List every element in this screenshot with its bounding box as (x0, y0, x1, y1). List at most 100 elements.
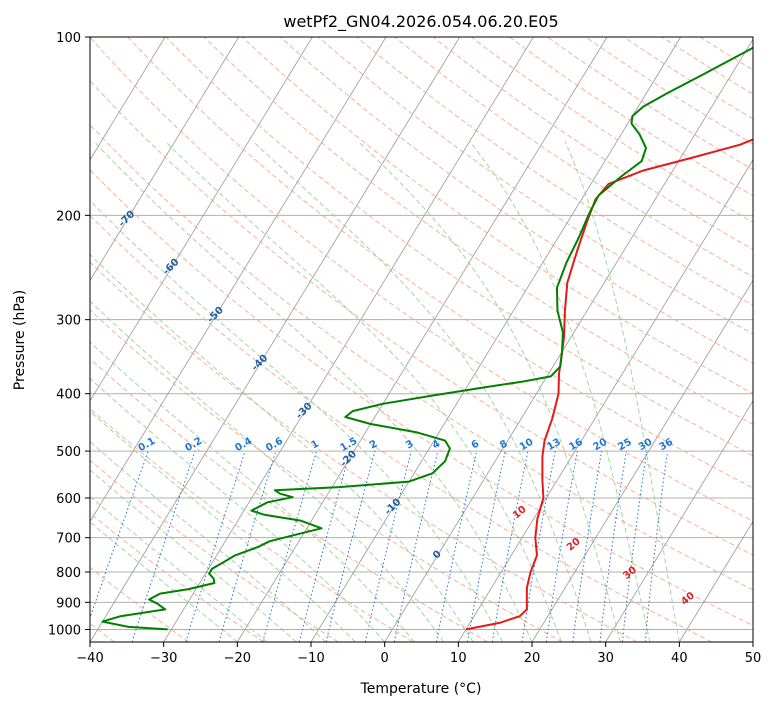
mixing-ratio-line (185, 450, 246, 642)
mixing-ratio-line (218, 450, 277, 642)
mixing-ratio-line (393, 450, 439, 642)
mixing-ratio-line (364, 450, 412, 642)
mixing-ratio-label: 3 (404, 438, 416, 451)
dry-adiabat-line (394, 37, 753, 278)
x-tick-label: −40 (76, 651, 103, 666)
isotherm-label: -90 (28, 113, 49, 134)
adiabat-label: 10 (511, 504, 529, 521)
isotherm-line (90, 37, 240, 282)
mixing-ratio-line (131, 450, 196, 642)
isotherm-label: -30 (294, 401, 315, 422)
x-tick-label: −30 (150, 651, 177, 666)
dry-adiabat-line (90, 459, 339, 642)
y-axis-title: Pressure (hPa) (12, 290, 28, 390)
isotherm-line (605, 400, 753, 642)
mixing-ratio-label: 4 (431, 438, 443, 451)
y-tick-label: 800 (56, 566, 81, 581)
isotherm-line (90, 37, 387, 523)
moist-adiabat-line (90, 377, 386, 642)
moist-adiabat-line (90, 253, 474, 642)
moist-adiabat-line (90, 300, 444, 642)
isotherm-label: -60 (161, 257, 182, 278)
moist-adiabat-line (90, 199, 503, 642)
moist-adiabat-line (564, 141, 680, 642)
y-tick-label: 300 (56, 314, 81, 329)
dry-adiabat-line (623, 37, 753, 120)
dry-adiabat-line (470, 37, 753, 223)
moist-adiabat-line (357, 140, 621, 642)
y-axis-ticks: 100 200 300 400 500 600 700 800 900 1000 (48, 31, 90, 638)
dry-adiabat-line (280, 37, 753, 364)
x-tick-label: 10 (450, 651, 467, 666)
isoline-labels: 0.1 0.2 0.4 0.6 1 1.5 2 3 4 6 8 10 13 16 20 25 30 36-100-… (0, 62, 697, 608)
x-tick-label: −10 (297, 651, 324, 666)
isotherm-line (310, 37, 682, 642)
dry-adiabat-line (203, 37, 753, 425)
x-tick-label: 50 (745, 651, 762, 666)
moist-adiabat-line (90, 410, 356, 642)
y-tick-label: 200 (56, 209, 81, 224)
x-tick-label: −20 (224, 651, 251, 666)
isotherm-line (90, 37, 313, 402)
dewpoint-profile-line (101, 46, 753, 631)
mixing-ratio-line (572, 451, 603, 642)
isotherm-label: -100 (0, 62, 7, 88)
dry-adiabat-line (165, 37, 753, 457)
dry-adiabat-line (90, 37, 753, 522)
y-tick-label: 500 (56, 445, 81, 460)
dry-adiabat-line (318, 37, 753, 335)
isotherm-line (236, 37, 608, 642)
y-tick-label: 100 (56, 31, 81, 46)
mixing-ratio-line (325, 450, 376, 642)
moist-adiabat-line (90, 441, 327, 642)
mixing-ratio-label: 1 (309, 438, 321, 451)
isotherm-label: -50 (205, 305, 226, 326)
isotherm-label: 0 (431, 549, 444, 562)
isotherm-label: -10 (383, 497, 404, 518)
moist-adiabat-line (90, 521, 238, 642)
moist-adiabat-line (90, 341, 415, 642)
isotherm-label: -20 (338, 449, 359, 470)
background-grid (90, 37, 753, 642)
dry-adiabat-line (90, 408, 414, 642)
mixing-ratio-label: 8 (498, 438, 510, 451)
x-axis-ticks: −40 −30 −20 −10 0 10 20 30 40 50 (76, 642, 761, 666)
y-tick-label: 700 (56, 532, 81, 547)
dry-adiabat-line (356, 37, 753, 306)
mixing-ratio-lines (90, 450, 669, 642)
moist-adiabat-line (90, 469, 297, 642)
y-tick-label: 900 (56, 596, 81, 611)
mixing-ratio-line (491, 451, 529, 642)
dry-adiabat-line (90, 512, 264, 642)
x-tick-label: 30 (597, 651, 614, 666)
mixing-ratio-line (262, 450, 317, 642)
mixing-ratio-line (298, 450, 351, 642)
isotherm-line (752, 641, 753, 642)
dry-adiabat-line (90, 214, 712, 642)
mixing-ratio-line (90, 450, 149, 620)
y-tick-label: 600 (56, 492, 81, 507)
chart-title: wetPf2_GN04.2026.054.06.20.E05 (283, 12, 558, 32)
isotherm-line (90, 37, 461, 642)
dry-adiabat-line (90, 124, 753, 591)
dry-adiabat-line (509, 37, 753, 197)
isotherm-label: -40 (250, 353, 271, 374)
plot-frame (89, 36, 754, 643)
mixing-ratio-line (644, 451, 669, 642)
dry-adiabat-line (241, 37, 753, 395)
mixing-ratio-line (545, 451, 578, 642)
mixing-ratio-line (621, 451, 648, 642)
moist-adiabat-line (469, 140, 651, 642)
moist-adiabat-line (93, 140, 533, 642)
y-tick-label: 1000 (48, 623, 81, 638)
x-tick-label: 0 (381, 651, 389, 666)
x-tick-label: 20 (524, 651, 541, 666)
temperature-profile-line (465, 138, 753, 631)
mixing-ratio-line (435, 450, 478, 642)
dry-adiabat-line (699, 37, 753, 71)
isotherm-label: -70 (117, 209, 138, 230)
adiabat-label: 40 (679, 590, 697, 607)
mixing-ratio-line (599, 451, 627, 642)
isotherm-line (457, 159, 753, 642)
